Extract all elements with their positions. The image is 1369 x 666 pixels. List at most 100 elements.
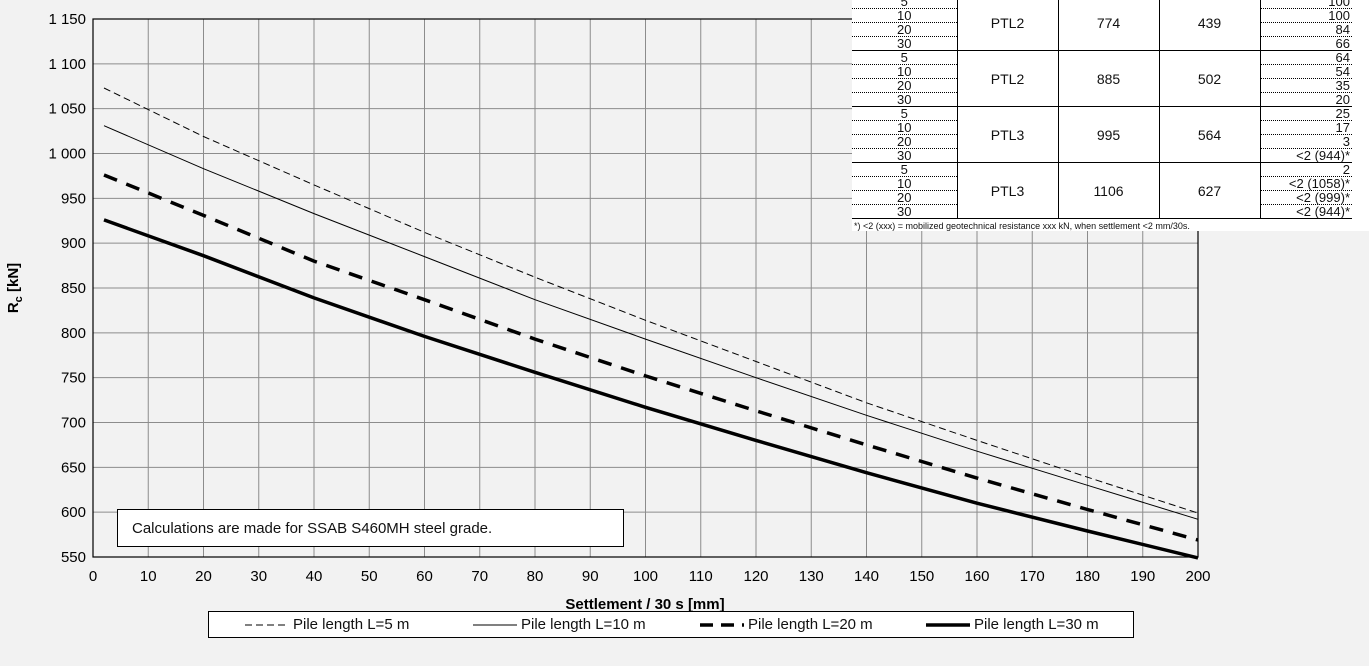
result-cell: 66 [1259,36,1352,51]
x-tick-label: 130 [799,568,824,585]
x-tick-label: 20 [195,568,212,585]
value-cell: 774 [1057,0,1160,51]
series-line-3 [103,173,1199,542]
legend-label-20m: Pile length L=20 m [748,616,873,633]
x-tick-label: 90 [582,568,599,585]
x-tick-label: 70 [471,568,488,585]
y-tick-label: 550 [61,549,86,566]
y-tick-label: 1 100 [48,56,86,73]
table-row: 20 3 [852,134,1352,149]
grade-cell: PTL3 [956,162,1059,219]
results-table: 5 PTL2 774 439 100 10 100 20 84 30 66 5 PTL2 885 502 64… [852,0,1352,219]
value-cell: 564 [1158,106,1261,163]
legend-item-5m: Pile length L=5 m [244,612,409,637]
grade-cell: PTL3 [956,106,1059,163]
note-box: Calculations are made for SSAB S460MH st… [117,509,624,547]
legend-item-10m: Pile length L=10 m [472,612,646,637]
legend-line-10m [473,624,517,625]
settlement-cell: 5 [852,162,958,177]
x-tick-label: 80 [527,568,544,585]
x-tick-labels: 0 10 20 30 40 50 60 70 80 90 100 110 120 130 140 150 160… [89,568,1211,585]
result-cell: <2 (944)* [1259,148,1352,163]
table-footnote: *) <2 (xxx) = mobilized geotechnical res… [852,219,1369,231]
x-tick-label: 120 [743,568,768,585]
settlement-cell: 30 [852,204,958,219]
x-tick-label: 160 [964,568,989,585]
result-cell: 20 [1259,92,1352,107]
value-cell: 627 [1158,162,1261,219]
table-row: 30 <2 (944)* [852,148,1352,163]
table-row: 30 <2 (944)* [852,204,1352,219]
table-row: 5 PTL2 774 439 100 [852,0,1352,51]
y-tick-label: 950 [61,190,86,207]
x-tick-label: 60 [416,568,433,585]
result-cell: 17 [1259,120,1352,135]
result-cell: 35 [1259,78,1352,93]
legend-label-30m: Pile length L=30 m [974,616,1099,633]
x-tick-label: 170 [1020,568,1045,585]
y-tick-label: 650 [61,459,86,476]
x-tick-label: 190 [1130,568,1155,585]
y-tick-label: 600 [61,504,86,521]
plot-border [92,18,1199,558]
y-tick-label: 800 [61,325,86,342]
y-tick-label: 1 050 [48,101,86,118]
value-cell: 1106 [1057,162,1160,219]
x-tick-label: 100 [633,568,658,585]
series-line-1 [103,87,1199,514]
x-tick-label: 150 [909,568,934,585]
y-tick-labels: 550 600 650 700 750 800 850 900 950 1 000 1 050 1 1… [48,11,86,566]
table-row: 10 17 [852,120,1352,135]
x-tick-label: 200 [1185,568,1210,585]
series-line-2 [103,125,1199,520]
legend-label-5m: Pile length L=5 m [293,616,410,633]
settlement-cell: 20 [852,190,958,205]
y-tick-label: 1 000 [48,146,86,163]
result-cell: <2 (944)* [1259,204,1352,219]
legend: Pile length L=5 m Pile length L=10 m Pil… [208,611,1134,638]
x-tick-label: 30 [250,568,267,585]
result-cell: 64 [1259,50,1352,65]
settlement-cell: 20 [852,78,958,93]
settlement-cell: 30 [852,36,958,51]
table-row: 10 <2 (1058)* [852,176,1352,191]
table-row: 20 <2 (999)* [852,190,1352,205]
settlement-cell: 20 [852,22,958,37]
value-cell: 439 [1158,0,1261,51]
table-row: 20 84 [852,22,1352,37]
x-tick-label: 50 [361,568,378,585]
legend-item-30m: Pile length L=30 m [925,612,1099,637]
settlement-cell: 20 [852,134,958,149]
settlement-cell: 5 [852,106,958,121]
legend-line-5m [245,624,289,625]
y-tick-label: 900 [61,235,86,252]
x-tick-label: 10 [140,568,157,585]
table-row: 20 35 [852,78,1352,93]
result-cell: 2 [1259,162,1352,177]
result-cell: 3 [1259,134,1352,149]
y-axis-title: Rc [kN] [5,263,25,313]
settlement-cell: 10 [852,120,958,135]
series-layer [103,87,1199,560]
y-tick-label: 700 [61,415,86,432]
x-tick-label: 140 [854,568,879,585]
note-text: Calculations are made for SSAB S460MH st… [132,519,493,537]
x-tick-label: 110 [689,568,713,585]
legend-label-10m: Pile length L=10 m [521,616,646,633]
x-axis-title: Settlement / 30 s [mm] [565,596,724,613]
y-tick-label: 1 150 [48,11,86,28]
table-row: 30 66 [852,36,1352,51]
legend-line-20m [700,622,744,627]
results-table-panel: 5 PTL2 774 439 100 10 100 20 84 30 66 5 PTL2 885 502 64… [852,0,1369,231]
y-tick-label: 850 [61,280,86,297]
settlement-cell: 10 [852,176,958,191]
result-cell: <2 (999)* [1259,190,1352,205]
value-cell: 502 [1158,50,1261,107]
legend-item-20m: Pile length L=20 m [699,612,873,637]
settlement-cell: 30 [852,148,958,163]
grade-cell: PTL2 [956,50,1059,107]
series-line-4 [103,218,1199,560]
grade-cell: PTL2 [956,0,1059,51]
x-tick-label: 0 [89,568,97,585]
result-cell: 84 [1259,22,1352,37]
